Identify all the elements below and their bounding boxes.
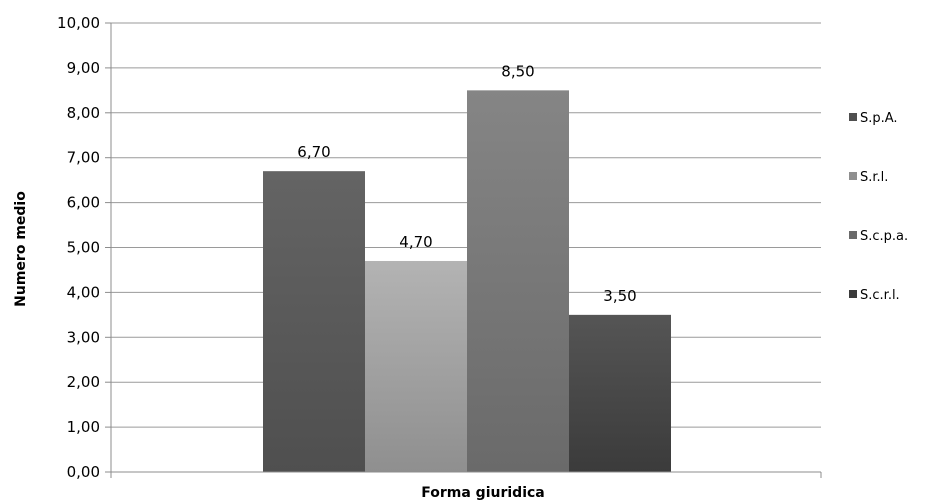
data-labels: 6,70 4,70 8,50 3,50 bbox=[297, 62, 636, 305]
y-tick-label: 8,00 bbox=[67, 104, 100, 122]
y-axis-ticks: 0,00 1,00 2,00 3,00 4,00 5,00 6,00 7,00 8,00 9,00… bbox=[57, 14, 111, 481]
legend-label: S.c.r.l. bbox=[860, 288, 900, 303]
legend-swatch bbox=[849, 172, 857, 180]
y-tick-label: 3,00 bbox=[67, 328, 100, 346]
y-tick-label: 6,00 bbox=[67, 194, 100, 212]
y-tick-label: 7,00 bbox=[67, 149, 100, 167]
bar-scrl bbox=[569, 314, 671, 472]
data-label: 3,50 bbox=[603, 287, 636, 305]
y-tick-label: 9,00 bbox=[67, 59, 100, 77]
legend-swatch bbox=[849, 113, 857, 121]
bars bbox=[263, 90, 671, 473]
data-label: 4,70 bbox=[399, 233, 432, 251]
x-axis-title: Forma giuridica bbox=[421, 485, 544, 501]
bar-scpa bbox=[467, 90, 569, 472]
legend-swatch bbox=[849, 290, 857, 298]
y-tick-label: 2,00 bbox=[67, 373, 100, 391]
y-tick-label: 0,00 bbox=[67, 463, 100, 481]
y-tick-label: 5,00 bbox=[67, 239, 100, 257]
legend-swatch bbox=[849, 231, 857, 239]
legend-label: S.r.l. bbox=[860, 170, 888, 185]
y-tick-label: 1,00 bbox=[67, 418, 100, 436]
legend-label: S.p.A. bbox=[860, 111, 898, 126]
y-tick-label: 10,00 bbox=[57, 14, 100, 32]
data-label: 6,70 bbox=[297, 143, 330, 161]
axes bbox=[110, 23, 822, 478]
data-label: 8,50 bbox=[501, 62, 534, 80]
legend: S.p.A. S.r.l. S.c.p.a. S.c.r.l. bbox=[849, 111, 908, 303]
y-axis-title: Numero medio bbox=[13, 191, 29, 307]
bar-srl bbox=[365, 260, 467, 472]
bar-spa bbox=[263, 171, 365, 473]
y-tick-label: 4,00 bbox=[67, 283, 100, 301]
legend-label: S.c.p.a. bbox=[860, 229, 908, 244]
gridlines bbox=[111, 22, 821, 428]
